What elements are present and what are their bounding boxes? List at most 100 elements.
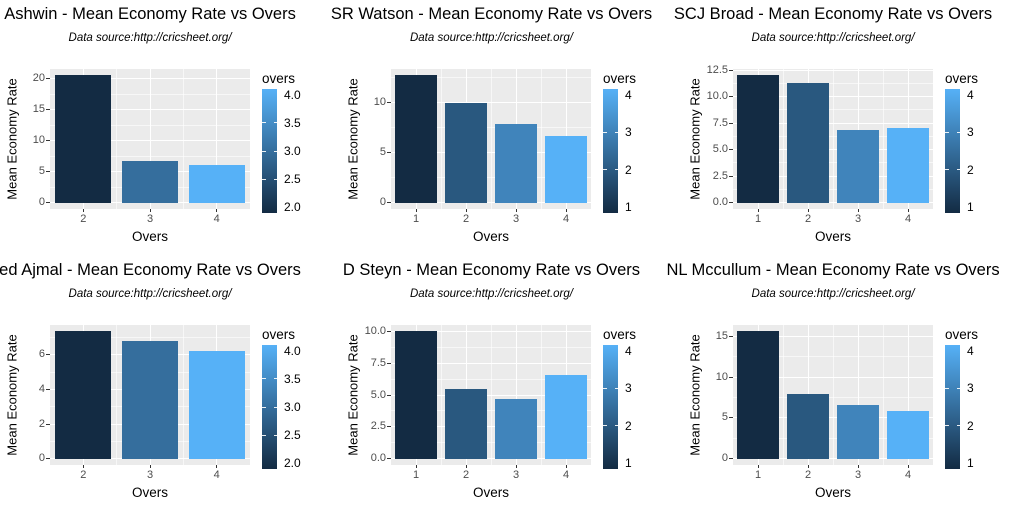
legend-tick-mark [945,387,949,389]
chart-title: NL Mccullum - Mean Economy Rate vs Overs [666,261,1000,279]
gridline-major-h [50,77,250,79]
legend-tick-mark [273,378,277,380]
x-tick-label: 3 [854,213,862,225]
y-axis-title-label: Mean Economy Rate [4,334,20,456]
legend-tick-label: 4 [967,343,974,358]
plot-area: Mean Economy Rate 0 5 10 15 1 2 3 4 Overs overs 4 3 2… [687,325,1023,500]
gridline-major-h [733,202,933,204]
x-tick-label: 1 [754,213,762,225]
legend-tick-label: 1 [625,456,632,471]
y-tick-label: 5 [38,165,45,178]
gridline-major-h [391,330,591,332]
legend-tick-label: 3.5 [284,371,301,386]
legend-tick-mark [262,378,266,380]
legend-tick-mark [273,178,277,180]
chart-subtitle: Data source:http://cricsheet.org/ [68,288,232,300]
legend-tick-mark [956,387,960,389]
y-axis-title: Mean Economy Rate [345,69,361,209]
legend-tick-label: 3 [967,381,974,396]
gridline-minor-v [490,69,492,209]
gridline-major-h [733,417,933,419]
legend-tick-label: 4.0 [284,87,301,102]
legend-gradient-bar [945,89,960,213]
bar [188,351,245,459]
legend: overs 4 3 2 1 [603,69,681,213]
x-tick-label: 1 [412,213,420,225]
y-tick-label: 20 [32,71,45,84]
x-axis-tick [415,465,417,468]
x-tick-label: 4 [562,213,570,225]
y-tick-label: 5 [379,146,386,159]
y-tick-label: 5 [721,411,728,424]
legend-title: overs [262,71,296,86]
legend: overs 4 3 2 1 [945,325,1023,469]
bar [787,394,829,459]
x-tick-label: 2 [80,469,87,481]
y-axis-tick [729,175,733,177]
legend-gradient-bar [262,89,277,213]
bar [188,164,245,203]
legend-gradient-bar [262,345,277,469]
bar [545,374,587,459]
y-tick-label: 15 [32,103,45,115]
gridline-major-h [733,69,933,71]
x-axis-tick [149,209,151,212]
x-axis-tick [465,465,467,468]
y-axis-tick [729,335,733,337]
x-axis-tick [857,465,859,468]
legend-colorbar-body: 4.0 3.5 3.0 2.5 2.0 [262,345,340,469]
y-axis-tick [729,202,733,204]
plot-panel-area: 1 2 3 4 Overs [387,325,591,500]
legend-title: overs [603,327,637,342]
legend-tick-mark [262,122,266,124]
bar [55,331,112,459]
legend-tick-label: 4 [967,87,974,102]
legend-tick-label: 2 [625,162,632,177]
x-axis-title: Overs [131,229,168,244]
legend-tick-label: 2.5 [284,428,301,443]
y-axis-tick [387,101,391,103]
bar [545,135,587,203]
y-axis-tick-labels: 0.0 2.5 5.0 7.5 10.0 [361,325,391,465]
y-axis-tick [46,423,50,425]
x-axis-tick [465,209,467,212]
gridline-major-v [857,325,859,465]
y-axis-tick [387,458,391,460]
legend-tick-labels: 4 3 2 1 [960,87,992,214]
legend-tick-label: 2 [967,418,974,433]
legend-tick-mark [956,425,960,427]
y-axis-tick [729,69,733,71]
x-axis-tick [757,209,759,212]
legend-tick-mark [603,169,607,171]
y-tick-label: 4 [38,382,45,395]
y-tick-label: 5.0 [712,143,728,156]
legend-tick-label: 2 [625,418,632,433]
legend-tick-label: 4 [625,87,632,102]
y-tick-label: 0.0 [370,452,386,465]
legend-tick-label: 4.0 [284,343,301,358]
y-tick-label: 2.5 [370,420,386,433]
gridline-major-v [149,69,151,209]
plot-area: Mean Economy Rate 0 2 4 6 2 3 4 Overs overs 4.0 3.5… [4,325,340,500]
gridline-major-h [733,175,933,177]
plot-panel [50,325,250,465]
x-axis-tick [515,465,517,468]
legend-gradient-bar [603,345,618,469]
legend-tick-mark [262,406,266,408]
plot-panel [733,325,933,465]
plot-panel-area: 2 3 4 Overs [46,69,250,244]
chart-title: SCJ Broad - Mean Economy Rate vs Overs [673,5,993,23]
bar [737,75,779,203]
chart-title: Ashwin - Mean Economy Rate vs Overs [4,5,296,23]
x-axis-tick [807,465,809,468]
x-axis-tick [82,209,84,212]
y-axis-tick [387,202,391,204]
legend-colorbar-body: 4.0 3.5 3.0 2.5 2.0 [262,89,340,213]
legend-tick-label: 2.0 [284,456,301,471]
x-axis-tick [515,209,517,212]
gridline-major-h [391,152,591,154]
x-tick-label: 2 [80,213,87,225]
plot-panel [391,325,591,465]
gridline-major-h [50,109,250,111]
gridline-major-h [733,458,933,460]
